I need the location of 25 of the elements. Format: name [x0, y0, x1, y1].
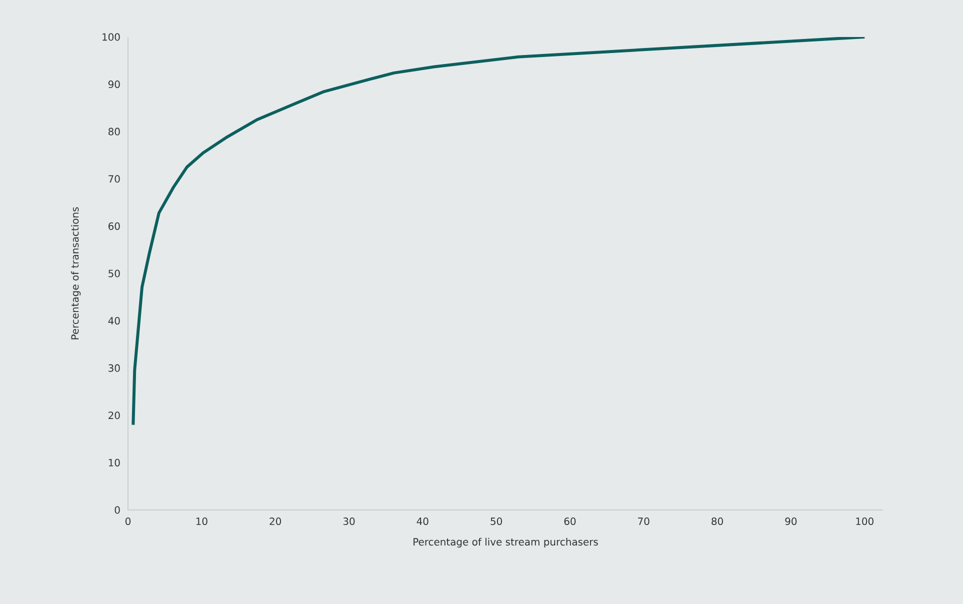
y-axis-title: Percentage of transactions: [70, 207, 81, 340]
y-tick-label: 70: [108, 175, 120, 183]
y-tick-label: 0: [114, 506, 120, 514]
x-tick-label: 50: [490, 517, 502, 526]
x-tick-label: 10: [196, 517, 208, 526]
x-tick-label: 100: [856, 517, 874, 526]
x-tick-label: 30: [343, 517, 355, 526]
x-tick-label: 0: [125, 517, 131, 526]
y-tick-label: 100: [102, 33, 120, 41]
y-tick-label: 80: [108, 128, 120, 136]
y-tick-label: 30: [108, 364, 120, 372]
line-series: [132, 36, 866, 426]
y-tick-label: 60: [108, 222, 120, 230]
x-tick-label: 40: [416, 517, 428, 526]
y-tick-label: 40: [108, 317, 120, 325]
x-tick-label: 70: [638, 517, 650, 526]
x-tick-label: 80: [712, 517, 723, 526]
y-tick-label: 90: [108, 80, 120, 88]
x-axis-title: Percentage of live stream purchasers: [414, 538, 598, 548]
y-tick-label: 20: [108, 412, 120, 420]
y-tick-label: 10: [108, 458, 120, 466]
x-tick-label: 60: [564, 517, 576, 526]
x-tick-label: 90: [785, 517, 797, 526]
x-tick-label: 20: [270, 517, 282, 526]
y-tick-label: 50: [108, 270, 120, 278]
